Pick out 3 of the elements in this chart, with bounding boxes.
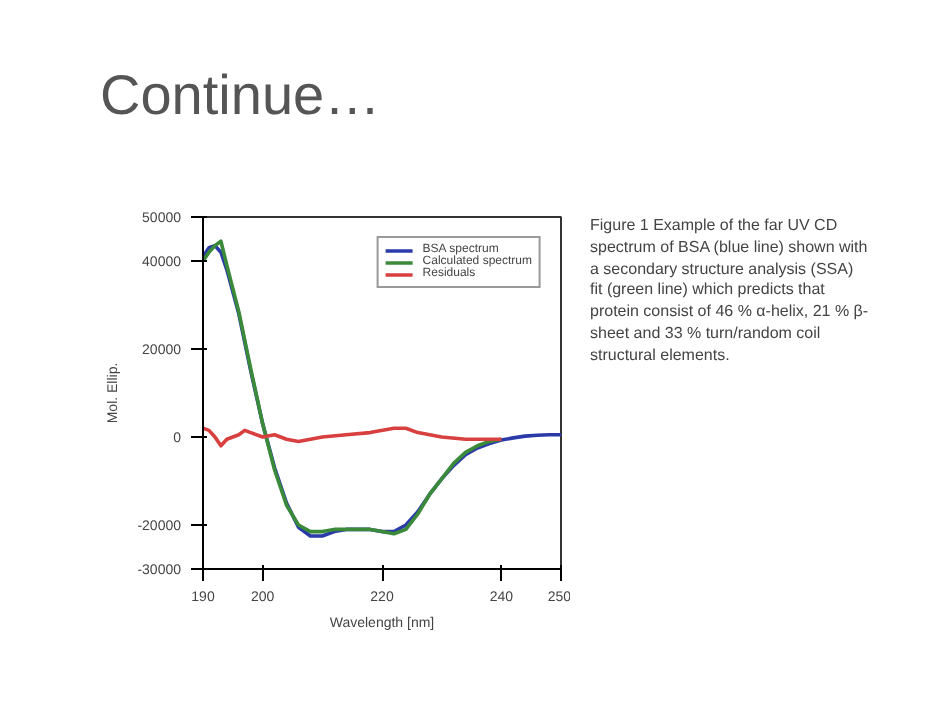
chart-title: Continue…	[100, 62, 381, 130]
line-series	[203, 426, 504, 448]
caption: Figure 1 Example of the far UV CD spectrum of BSA (blue line) shown with a secondary structure analysis (SSA) fit (green line) which predicts that protein consist of 46 % α-helix, 21 % β-sheet and 33 % turn/random coil structural elements.	[590, 216, 870, 368]
